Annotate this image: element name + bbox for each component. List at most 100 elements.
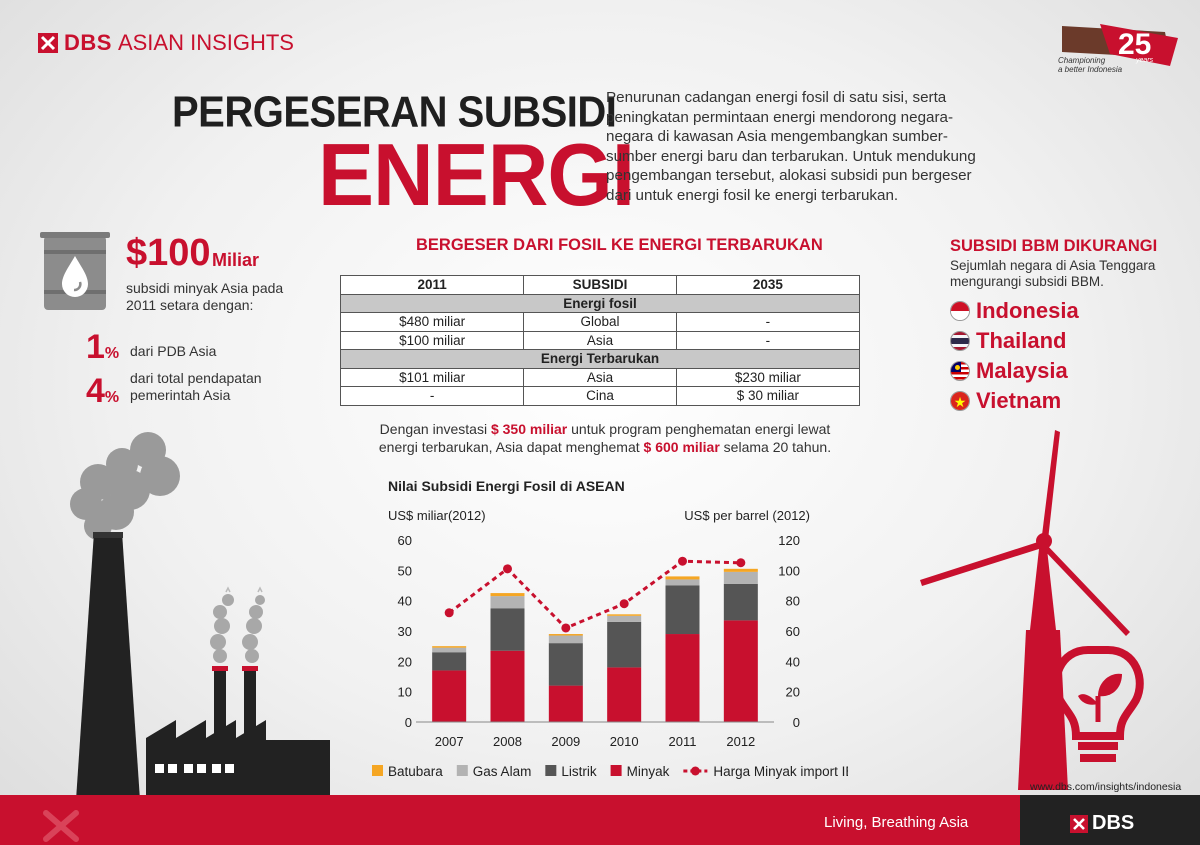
- bar-batubara: [548, 634, 583, 636]
- bar-minyak: [432, 670, 467, 722]
- table-section-row: Energi Terbarukan: [340, 349, 860, 369]
- table-cell: -: [339, 386, 525, 406]
- page-title-line1: PERGESERAN SUBSIDI: [172, 88, 617, 137]
- bar-gas-alam: [665, 579, 700, 586]
- vietnam-flag-icon: ★: [950, 391, 970, 411]
- table-header: 2035: [675, 275, 861, 295]
- bar-listrik: [432, 652, 467, 671]
- y2-tick-label: 20: [786, 685, 800, 700]
- savings-amount: $ 600 miliar: [643, 439, 720, 455]
- legend-swatch: [610, 765, 622, 776]
- line-point: [736, 558, 746, 568]
- malaysia-flag-icon: [950, 361, 970, 381]
- table-cell: $100 miliar: [339, 330, 525, 350]
- lightbulb-icon: [1052, 646, 1144, 740]
- stat-revenue-percent: 4%: [86, 372, 120, 410]
- line-point: [619, 599, 629, 609]
- investment-note: Dengan investasi $ 350 miliar untuk prog…: [378, 421, 832, 455]
- chart-title: Nilai Subsidi Energi Fosil di ASEAN: [388, 478, 625, 494]
- bar-batubara: [665, 576, 700, 580]
- oil-drum-icon: [40, 232, 110, 310]
- table-row: $480 miliar Global -: [339, 312, 861, 332]
- footer-logo-panel: [1020, 795, 1200, 845]
- stat-gdp-label: dari PDB Asia: [130, 343, 217, 359]
- line-point: [561, 623, 571, 633]
- bar-gas-alam: [723, 571, 758, 584]
- bar-gas-alam: [548, 635, 583, 644]
- oil-subsidy-unit: Miliar: [212, 250, 260, 270]
- legend-label: Listrik: [561, 764, 597, 779]
- y2-tick-label: 40: [786, 654, 800, 669]
- bar-minyak: [490, 650, 525, 722]
- dbs-watermark-icon: [43, 810, 79, 842]
- wind-turbine-illustration: [920, 430, 1144, 790]
- svg-text:25: 25: [1118, 28, 1151, 61]
- factory-illustration: [70, 432, 330, 800]
- legend-label: Batubara: [388, 764, 443, 779]
- x-tick-label: 2012: [726, 734, 755, 749]
- x-tick-label: 2010: [610, 734, 639, 749]
- line-point: [503, 564, 512, 574]
- footer-tagline: Living, Breathing Asia: [824, 814, 969, 831]
- table-title: BERGESER DARI FOSIL KE ENERGI TERBARUKAN: [416, 236, 823, 254]
- bar-gas-alam: [607, 615, 642, 622]
- x-tick-label: 2009: [551, 734, 580, 749]
- thailand-flag-icon: [950, 331, 970, 351]
- bar-listrik: [723, 583, 758, 621]
- bar-listrik: [548, 643, 583, 686]
- bar-batubara: [723, 568, 758, 572]
- table-header-row: 2011 SUBSIDI 2035: [339, 275, 861, 295]
- oil-subsidy-amount: $100: [126, 232, 211, 274]
- legend-swatch: [456, 765, 468, 776]
- table-row: - Cina $ 30 miliar: [339, 386, 861, 406]
- legend-label: Gas Alam: [473, 764, 532, 779]
- y-tick-label: 10: [398, 685, 412, 700]
- table-header: SUBSIDI: [523, 275, 677, 295]
- bar-minyak: [723, 620, 758, 722]
- section-renewable: Energi Terbarukan: [340, 349, 860, 369]
- y-tick-label: 20: [398, 654, 412, 669]
- y-tick-label: 30: [398, 624, 412, 639]
- bar-minyak: [548, 685, 583, 722]
- bar-minyak: [665, 634, 700, 722]
- x-tick-label: 2007: [435, 734, 464, 749]
- right-desc: Sejumlah negara di Asia Tenggara mengura…: [950, 258, 1156, 289]
- legend-swatch-point: [690, 766, 700, 776]
- table-cell: $101 miliar: [339, 367, 525, 387]
- insights-url-link[interactable]: www.dbs.com/insights/indonesia: [1030, 781, 1182, 793]
- bar-batubara: [607, 614, 642, 616]
- bar-gas-alam: [490, 596, 525, 609]
- country-indonesia: Indonesia: [950, 298, 1079, 324]
- asean-subsidy-chart: US$ miliar(2012) US$ per barrel (2012) 0 10…: [372, 508, 848, 779]
- y2-tick-label: 60: [786, 624, 800, 639]
- dbsi-25-years-badge: 25 years: [1062, 24, 1178, 66]
- country-name: Indonesia: [976, 298, 1079, 323]
- y2-tick-label: 100: [778, 563, 800, 578]
- brand-dbs: DBS: [64, 30, 112, 55]
- y2-tick-label: 0: [793, 715, 800, 730]
- table-cell: -: [675, 330, 861, 350]
- stat-gdp-percent: 1%: [86, 328, 120, 366]
- x-tick-label: 2008: [493, 734, 522, 749]
- country-name: Thailand: [976, 328, 1067, 353]
- footer-bar: [0, 795, 1200, 845]
- footer-dbs-logo[interactable]: DBS: [1070, 812, 1134, 835]
- y-axis-label: US$ miliar(2012): [388, 508, 486, 523]
- country-vietnam: ★ Vietnam: [950, 388, 1061, 414]
- brand-logo[interactable]: DBS ASIAN INSIGHTS: [38, 30, 294, 56]
- legend-swatch: [372, 765, 383, 776]
- intro-paragraph: Penurunan cadangan energi fosil di satu …: [606, 89, 976, 204]
- section-fossil: Energi fosil: [340, 293, 860, 313]
- right-title: SUBSIDI BBM DIKURANGI: [950, 237, 1158, 255]
- table-cell: $480 miliar: [339, 312, 525, 332]
- bar-listrik: [665, 585, 700, 635]
- country-thailand: Thailand: [950, 328, 1066, 354]
- stat-revenue-label: dari total pendapatan pemerintah Asia: [130, 370, 262, 403]
- bar-batubara: [432, 646, 467, 648]
- y-tick-label: 0: [405, 715, 412, 730]
- y2-tick-label: 80: [786, 594, 800, 609]
- smoke-cloud-icon: [70, 432, 180, 540]
- country-name: Malaysia: [976, 358, 1068, 383]
- table-cell: -: [675, 312, 861, 332]
- legend-label: Harga Minyak import IEA: [713, 764, 848, 779]
